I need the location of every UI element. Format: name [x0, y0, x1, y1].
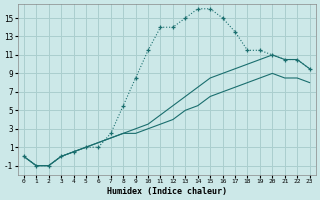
X-axis label: Humidex (Indice chaleur): Humidex (Indice chaleur)	[107, 187, 227, 196]
